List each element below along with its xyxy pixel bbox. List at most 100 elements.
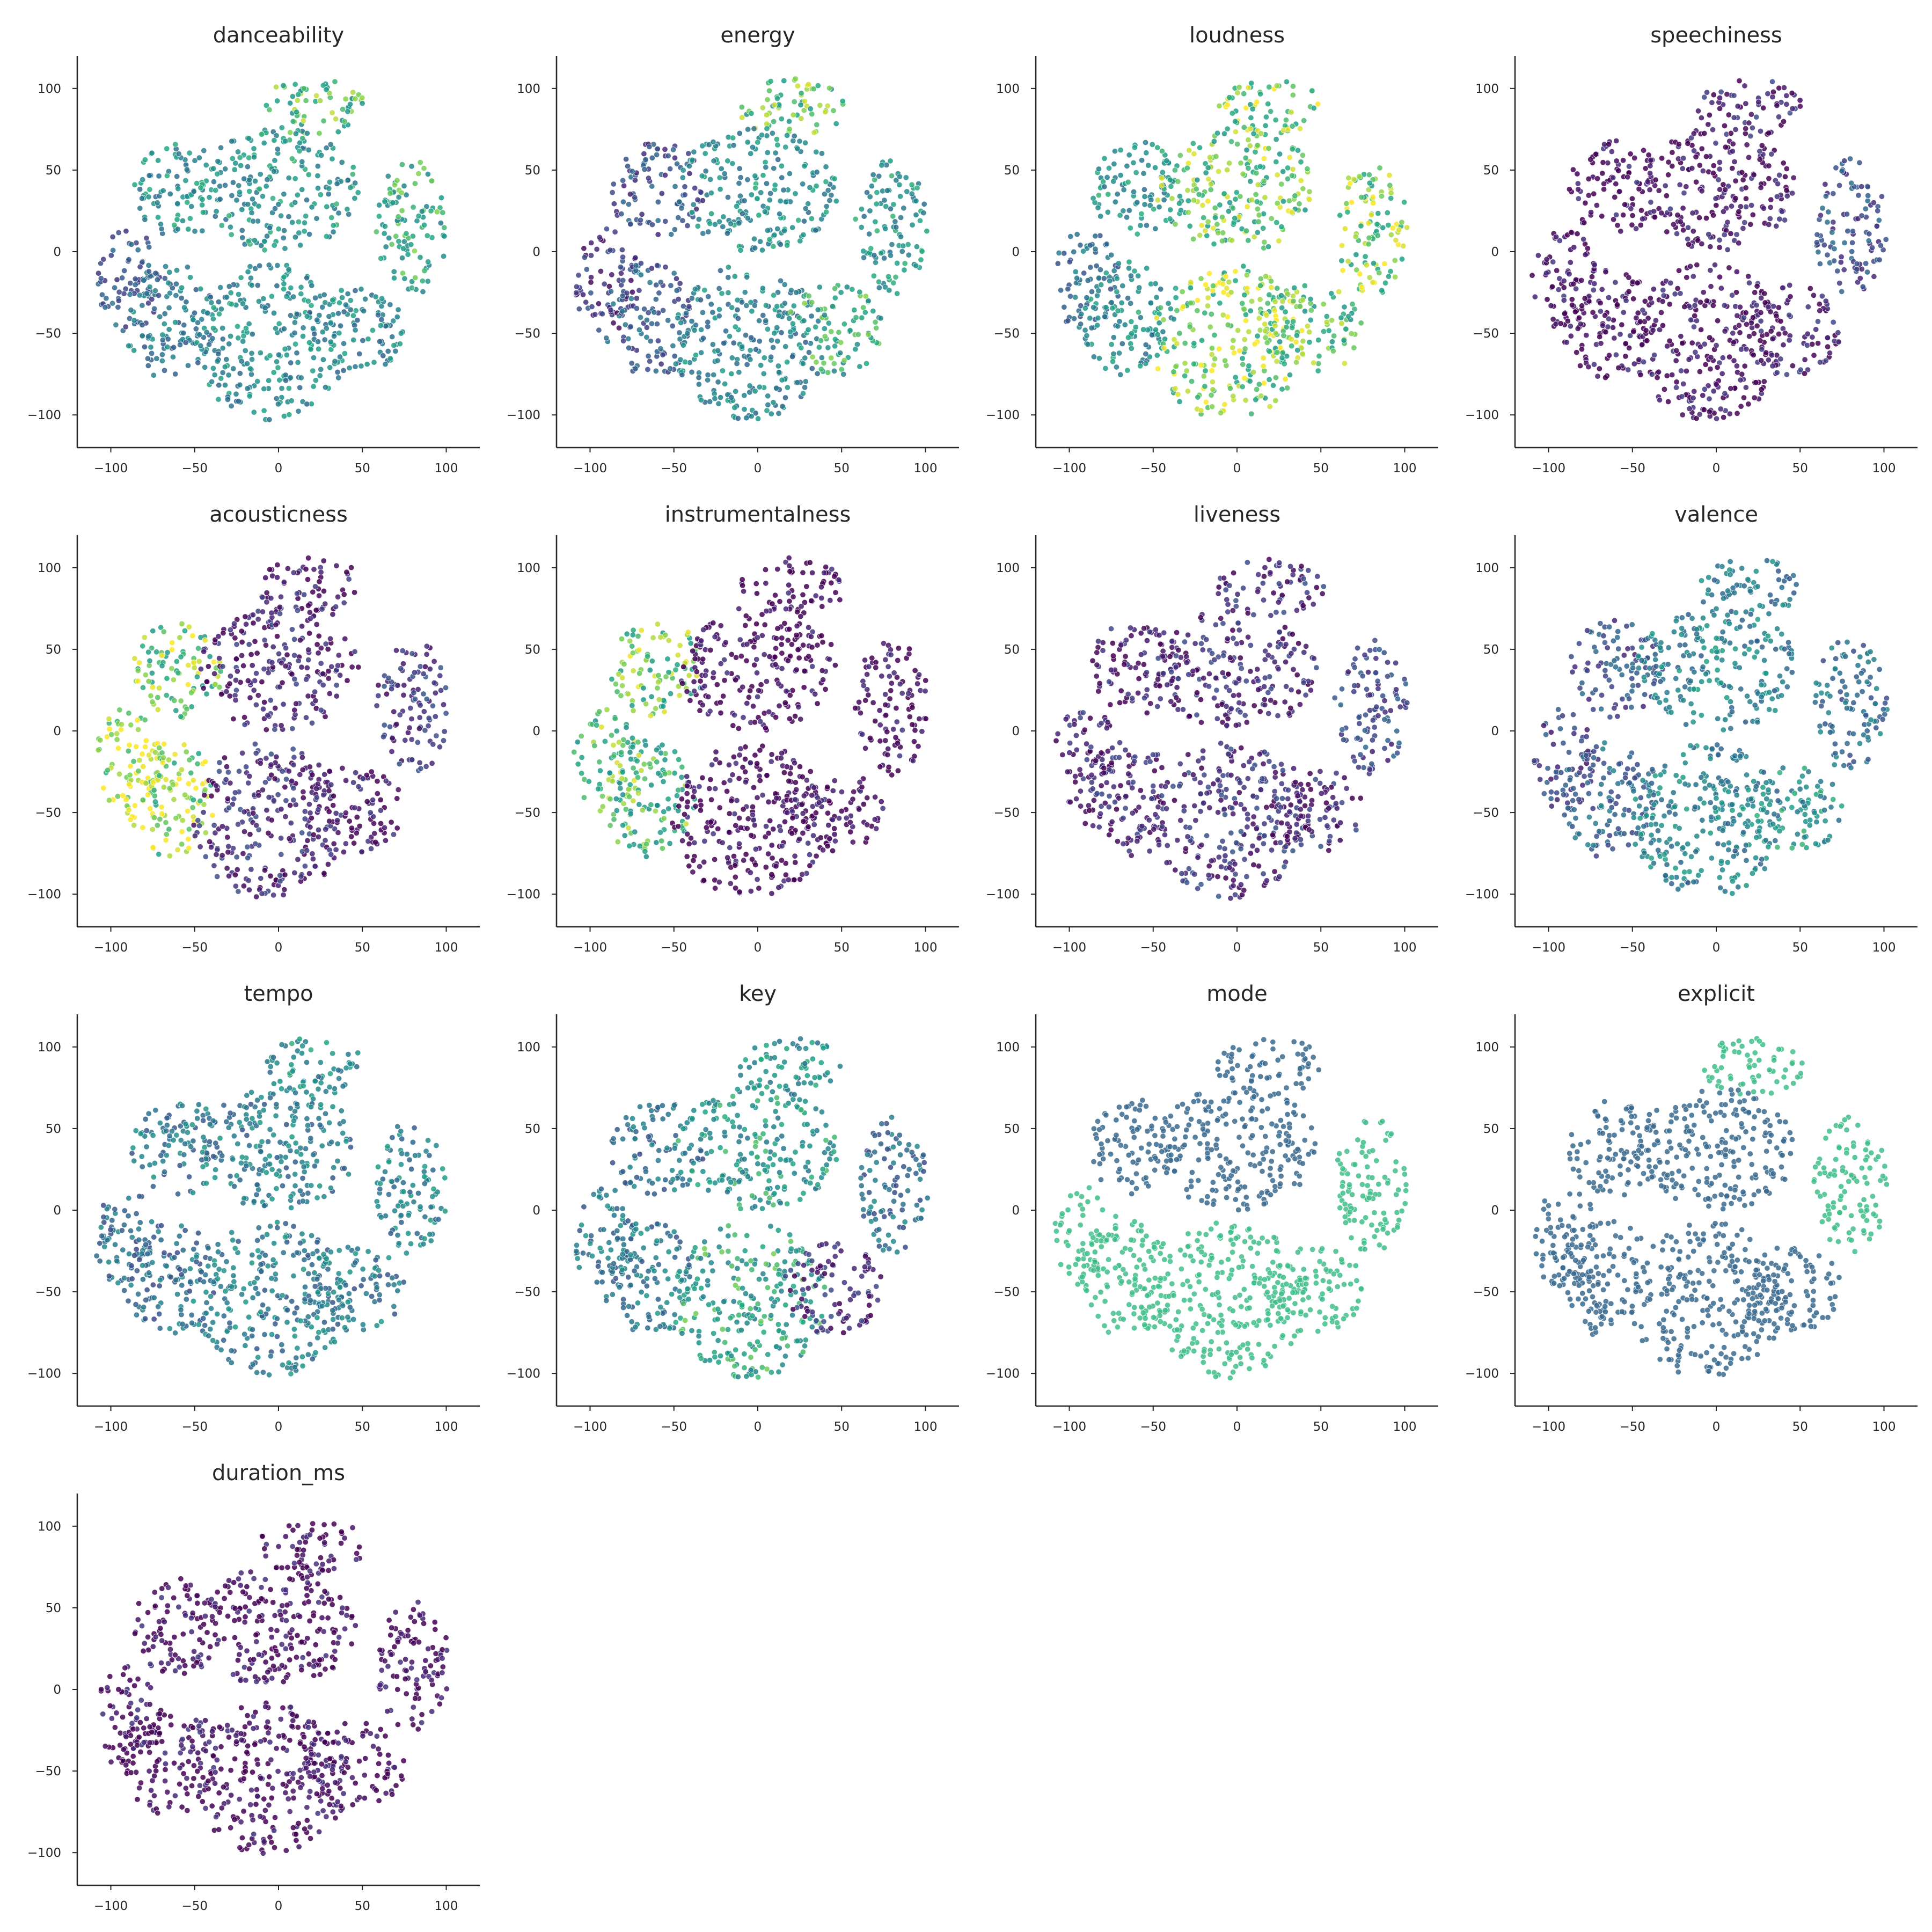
scatter-point <box>319 606 325 612</box>
scatter-point <box>744 274 750 280</box>
scatter-point <box>140 797 146 803</box>
scatter-point <box>1116 350 1123 356</box>
scatter-point <box>1707 244 1714 250</box>
scatter-point <box>1722 390 1728 397</box>
scatter-point <box>320 588 327 594</box>
scatter-point <box>1582 252 1589 258</box>
scatter-point <box>1113 364 1119 370</box>
scatter-point <box>731 404 738 411</box>
scatter-point <box>298 664 305 670</box>
scatter-point <box>237 370 243 377</box>
scatter-point <box>114 736 120 743</box>
scatter-point <box>1211 138 1217 144</box>
x-tick-label: −50 <box>181 462 208 475</box>
scatter-point <box>239 235 246 241</box>
scatter-point <box>336 354 343 360</box>
scatter-point <box>1743 203 1750 210</box>
scatter-point <box>330 229 336 235</box>
scatter-point <box>431 658 437 664</box>
scatter-point <box>317 98 324 104</box>
scatter-point <box>224 795 231 802</box>
scatter-point <box>1126 152 1132 158</box>
scatter-point <box>720 368 726 374</box>
scatter-point <box>1845 228 1851 234</box>
scatter-point <box>419 208 425 215</box>
scatter-point <box>286 214 292 220</box>
scatter-point <box>1532 294 1538 300</box>
scatter-point <box>344 206 350 213</box>
scatter-point <box>330 297 336 303</box>
scatter-point <box>1137 222 1144 229</box>
scatter-point <box>1736 240 1742 246</box>
scatter-point <box>609 272 615 278</box>
scatter-point <box>331 333 337 339</box>
scatter-point <box>279 679 286 686</box>
scatter-point <box>1651 208 1657 215</box>
scatter-points <box>95 555 449 900</box>
scatter-point <box>328 781 334 788</box>
scatter-point <box>1232 277 1239 284</box>
scatter-point <box>1247 178 1254 185</box>
scatter-point <box>643 324 650 331</box>
scatter-point <box>163 263 169 269</box>
scatter-point <box>1869 244 1876 251</box>
scatter-point <box>167 191 173 197</box>
scatter-point <box>389 748 395 755</box>
scatter-point <box>291 754 297 760</box>
scatter-point <box>123 796 129 803</box>
scatter-point <box>709 309 716 316</box>
scatter-point <box>154 200 160 206</box>
scatter-point <box>252 265 259 272</box>
scatter-point <box>1612 194 1618 200</box>
scatter-point <box>1821 241 1827 248</box>
scatter-point <box>261 867 268 874</box>
scatter-point <box>297 384 303 391</box>
scatter-point <box>1249 106 1256 112</box>
scatter-point <box>1574 349 1580 356</box>
scatter-point <box>401 682 407 689</box>
scatter-point <box>399 255 406 261</box>
scatter-point <box>1599 213 1605 219</box>
scatter-point <box>1713 140 1719 147</box>
scatter-point <box>632 194 638 201</box>
scatter-point <box>182 177 189 184</box>
scatter-point <box>1620 212 1627 218</box>
scatter-point <box>1239 300 1246 306</box>
scatter-point <box>1729 165 1736 172</box>
scatter-point <box>665 152 671 159</box>
scatter-point <box>1143 350 1149 357</box>
scatter-point <box>196 155 202 161</box>
scatter-point <box>100 785 107 791</box>
scatter-point <box>313 621 320 628</box>
scatter-point <box>1154 197 1161 203</box>
scatter-point <box>629 168 635 174</box>
scatter-point <box>1823 298 1829 304</box>
scatter-point <box>825 320 832 326</box>
scatter-point <box>1690 273 1696 280</box>
scatter-point <box>390 200 396 206</box>
scatter-point <box>1567 259 1574 266</box>
scatter-point <box>118 721 125 728</box>
scatter-point <box>264 590 270 596</box>
scatter-point <box>334 180 340 187</box>
scatter-point <box>731 273 738 280</box>
scatter-point <box>261 140 267 146</box>
scatter-point <box>1644 338 1650 344</box>
scatter-point <box>814 370 821 377</box>
scatter-point <box>330 222 336 229</box>
scatter-point <box>286 385 292 391</box>
scatter-point <box>879 162 885 169</box>
scatter-point <box>1250 369 1257 375</box>
scatter-point <box>1863 260 1869 267</box>
scatter-point <box>272 705 279 712</box>
scatter-point <box>228 231 235 238</box>
scatter-point <box>411 669 418 676</box>
scatter-point <box>707 398 713 405</box>
scatter-point <box>1543 256 1550 262</box>
scatter-point <box>261 637 268 643</box>
scatter-point <box>1228 138 1235 145</box>
scatter-point <box>771 330 778 336</box>
scatter-point <box>189 633 196 639</box>
scatter-point <box>1306 329 1313 335</box>
